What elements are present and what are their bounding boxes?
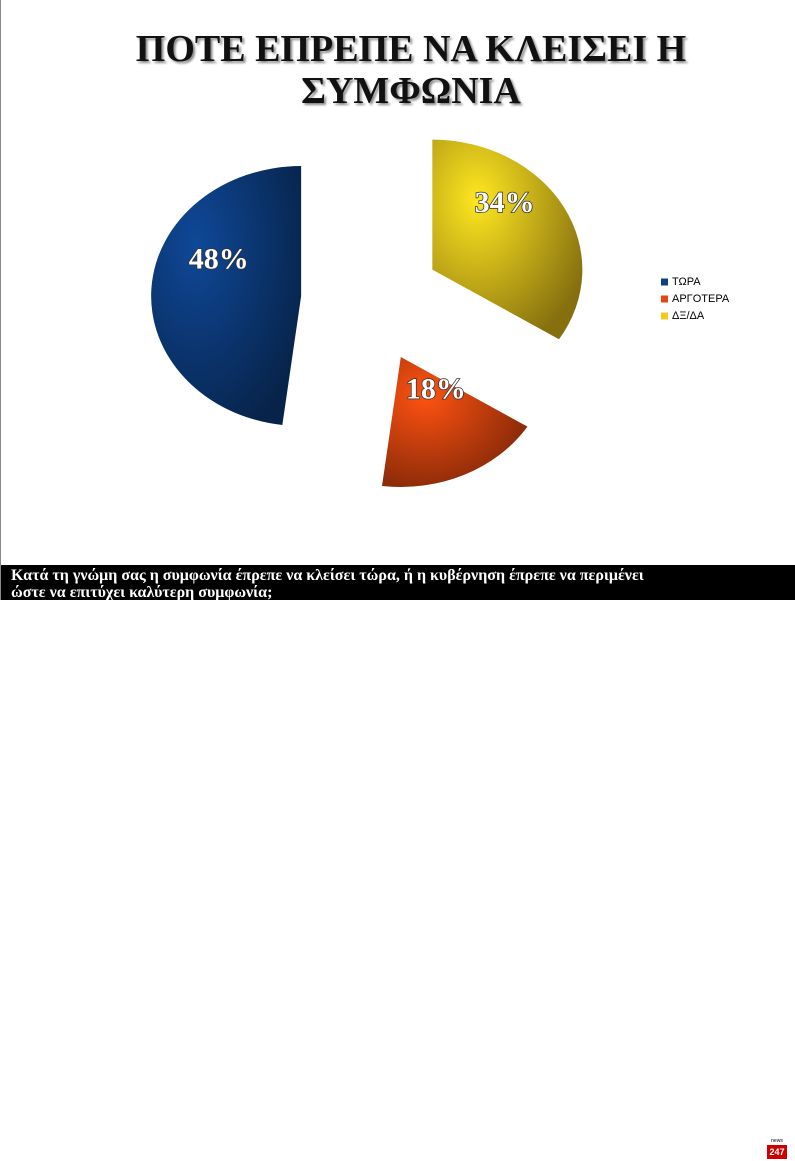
slice-label: 48% (189, 242, 249, 275)
legend-label: ΑΡΓΟΤΕΡΑ (672, 293, 730, 305)
logo-text: news (771, 1138, 783, 1144)
caption-bar: Κατά τη γνώμη σας η συμφωνία έπρεπε να κ… (1, 565, 795, 1161)
legend-swatch (661, 295, 668, 303)
logo-number: 247 (767, 1145, 787, 1159)
pie-slice (151, 166, 302, 426)
logo: news 247 (767, 1137, 787, 1161)
slice-label: 18% (406, 373, 466, 406)
chart-title: ΠΟΤΕ ΕΠΡΕΠΕ ΝΑ ΚΛΕΙΣΕΙ Η ΣΥΜΦΩΝΙΑ (135, 28, 687, 112)
chart: 48% 18% 34% ΤΩΡΑ ΑΡΓΟΤΕΡΑ ΔΞ/ΔΑ (151, 139, 730, 488)
pie-slice (432, 139, 583, 340)
legend-swatch (661, 278, 668, 286)
legend-label: ΤΩΡΑ (672, 276, 701, 288)
legend-label: ΔΞ/ΔΑ (672, 310, 705, 322)
slice-label: 34% (475, 186, 535, 219)
pie-slice (382, 357, 528, 488)
caption-text: Κατά τη γνώμη σας η συμφωνία έπρεπε να κ… (11, 567, 644, 601)
legend-swatch (661, 312, 668, 320)
